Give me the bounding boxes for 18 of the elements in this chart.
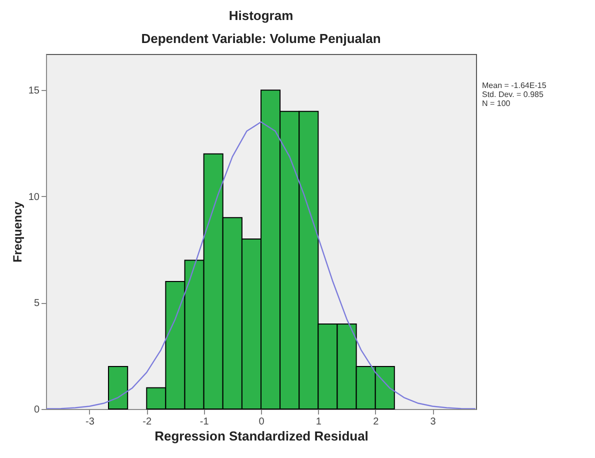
x-tick-label: 2 — [373, 416, 380, 428]
x-tick-label: -3 — [86, 416, 95, 428]
y-tick-label: 15 — [28, 86, 40, 97]
text: N = 100 — [482, 99, 511, 108]
x-axis-title: Regression Standardized Residual — [154, 428, 368, 444]
y-tick-label: 10 — [28, 192, 40, 203]
chart-title: Histogram — [228, 8, 294, 23]
y-tick-label: 0 — [34, 404, 40, 416]
text: Mean = -1.64E-15 — [482, 81, 547, 90]
y-tick-label: 5 — [34, 298, 40, 310]
x-tick-label: -2 — [142, 416, 152, 428]
text: Std. Dev. = 0.985 — [482, 90, 544, 99]
x-tick-label: 1 — [316, 416, 322, 428]
y-axis-title: Frequency — [10, 201, 24, 262]
x-tick-label: -1 — [200, 416, 210, 428]
x-tick-label: 0 — [258, 416, 265, 428]
x-tick-label: 3 — [430, 416, 436, 428]
chart-subtitle: Dependent Variable: Volume Penjualan — [141, 31, 381, 46]
